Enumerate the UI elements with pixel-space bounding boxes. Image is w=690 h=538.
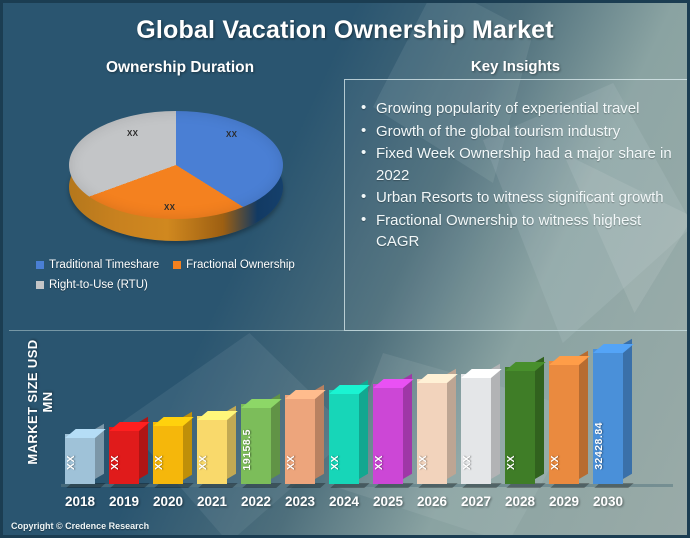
pie-section-title: Ownership Duration	[105, 59, 255, 76]
list-item: Growth of the global tourism industry	[359, 120, 677, 143]
key-insights-panel: Growing popularity of experiential trave…	[344, 79, 687, 331]
bar-side-face	[315, 384, 324, 479]
pie-slice-label-fractional-ownership: XX	[164, 203, 176, 212]
bar-side-face	[403, 373, 412, 479]
bar-2022: 19158.5	[241, 393, 282, 488]
bar-2027: XX	[461, 363, 502, 488]
key-insights-list: Growing popularity of experiential trave…	[345, 80, 687, 253]
y-axis-label: MARKET SIZE USD MN	[25, 339, 55, 465]
bar-value-label: 19158.5	[241, 428, 253, 470]
bar-front-face	[65, 433, 95, 484]
x-axis-tick-2022: 2022	[240, 494, 272, 509]
bar-2030: 32428.84	[593, 338, 634, 488]
bar-value-label: XX	[373, 454, 385, 470]
bar-2026: XX	[417, 368, 458, 488]
bar-value-label: XX	[461, 454, 473, 470]
x-axis-tick-2018: 2018	[64, 494, 96, 509]
legend-label: Traditional Timeshare	[49, 259, 160, 271]
legend-swatch-icon	[36, 281, 44, 289]
bar-front-face	[109, 426, 139, 484]
x-axis-baseline	[61, 484, 673, 487]
x-axis-tick-2030: 2030	[592, 494, 624, 509]
x-axis-tick-2027: 2027	[460, 494, 492, 509]
copyright-notice: Copyright © Credence Research	[11, 521, 150, 531]
bar-front-face	[505, 366, 535, 484]
bar-value-label: XX	[109, 454, 121, 470]
list-item: Fixed Week Ownership had a major share i…	[359, 142, 677, 186]
bar-front-face	[285, 394, 315, 484]
bar-value-label: XX	[417, 454, 429, 470]
x-axis-tick-2028: 2028	[504, 494, 536, 509]
bar-value-label: XX	[153, 454, 165, 470]
pie-legend: Traditional Timeshare Fractional Ownersh…	[36, 259, 336, 299]
bar-front-face	[329, 389, 359, 484]
legend-item-fractional-ownership: Fractional Ownership	[173, 259, 295, 271]
x-axis-tick-2029: 2029	[548, 494, 580, 509]
bar-front-face	[153, 421, 183, 484]
bar-2028: XX	[505, 356, 546, 488]
ownership-duration-pie-chart: XX XX XX	[51, 95, 301, 245]
bar-side-face	[447, 368, 456, 479]
market-size-bar-chart: MARKET SIZE USD MN XX XX XX XX 19158.5 XX XX XX…	[9, 331, 687, 521]
bar-front-face	[593, 348, 623, 484]
pie-slice-label-traditional-timeshare: XX	[226, 130, 238, 139]
bar-value-label: XX	[285, 454, 297, 470]
insights-section-title: Key Insights	[470, 58, 561, 75]
legend-item-traditional-timeshare: Traditional Timeshare	[36, 259, 159, 271]
bar-side-face	[491, 363, 500, 479]
pie-slice-label-right-to-use: XX	[127, 129, 139, 138]
x-axis-tick-2021: 2021	[196, 494, 228, 509]
bar-side-face	[579, 350, 588, 479]
bar-front-face	[417, 379, 447, 484]
legend-label: Fractional Ownership	[186, 259, 295, 271]
x-axis-tick-2025: 2025	[372, 494, 404, 509]
bar-2020: XX	[153, 411, 194, 488]
x-axis-labels: 2018 2019 2020 2021 2022 2023 2024 2025 2026 2027…	[61, 494, 681, 514]
legend-item-right-to-use: Right-to-Use (RTU)	[36, 279, 148, 291]
bar-front-face	[373, 384, 403, 484]
legend-swatch-icon	[173, 261, 182, 269]
bar-2019: XX	[109, 416, 150, 488]
page-title: Global Vacation Ownership Market	[136, 16, 554, 44]
x-axis-tick-2023: 2023	[284, 494, 316, 509]
bar-front-face	[549, 360, 579, 484]
x-axis-tick-2019: 2019	[108, 494, 140, 509]
bar-value-label: XX	[549, 454, 561, 470]
pie-slices	[69, 111, 283, 219]
bar-2023: XX	[285, 384, 326, 488]
bar-side-face	[535, 356, 544, 479]
bar-2024: XX	[329, 379, 370, 488]
bar-plot-area: XX XX XX XX 19158.5 XX XX XX XX XX XX XX 32428.84	[61, 331, 681, 488]
list-item: Growing popularity of experiential trave…	[359, 97, 677, 120]
legend-label: Right-to-Use (RTU)	[49, 279, 148, 291]
bar-front-face	[461, 374, 491, 484]
section-divider	[9, 330, 687, 331]
bar-front-face	[197, 416, 227, 484]
bar-value-label: XX	[197, 454, 209, 470]
bar-2021: XX	[197, 405, 238, 488]
legend-swatch-icon	[36, 261, 44, 269]
bar-value-label: XX	[505, 454, 517, 470]
bar-side-face	[623, 338, 632, 479]
bar-2029: XX	[549, 350, 590, 488]
list-item: Fractional Ownership to witness highest …	[359, 209, 677, 253]
x-axis-tick-2024: 2024	[328, 494, 360, 509]
list-item: Urban Resorts to witness significant gro…	[359, 186, 677, 209]
x-axis-tick-2026: 2026	[416, 494, 448, 509]
bar-2018: XX	[65, 423, 106, 488]
bar-side-face	[359, 379, 368, 479]
bar-2025: XX	[373, 373, 414, 488]
bar-value-label: XX	[329, 454, 341, 470]
x-axis-tick-2020: 2020	[152, 494, 184, 509]
bar-value-label: XX	[65, 454, 77, 470]
bar-value-label: 32428.84	[593, 422, 605, 470]
bar-front-face	[241, 404, 271, 484]
